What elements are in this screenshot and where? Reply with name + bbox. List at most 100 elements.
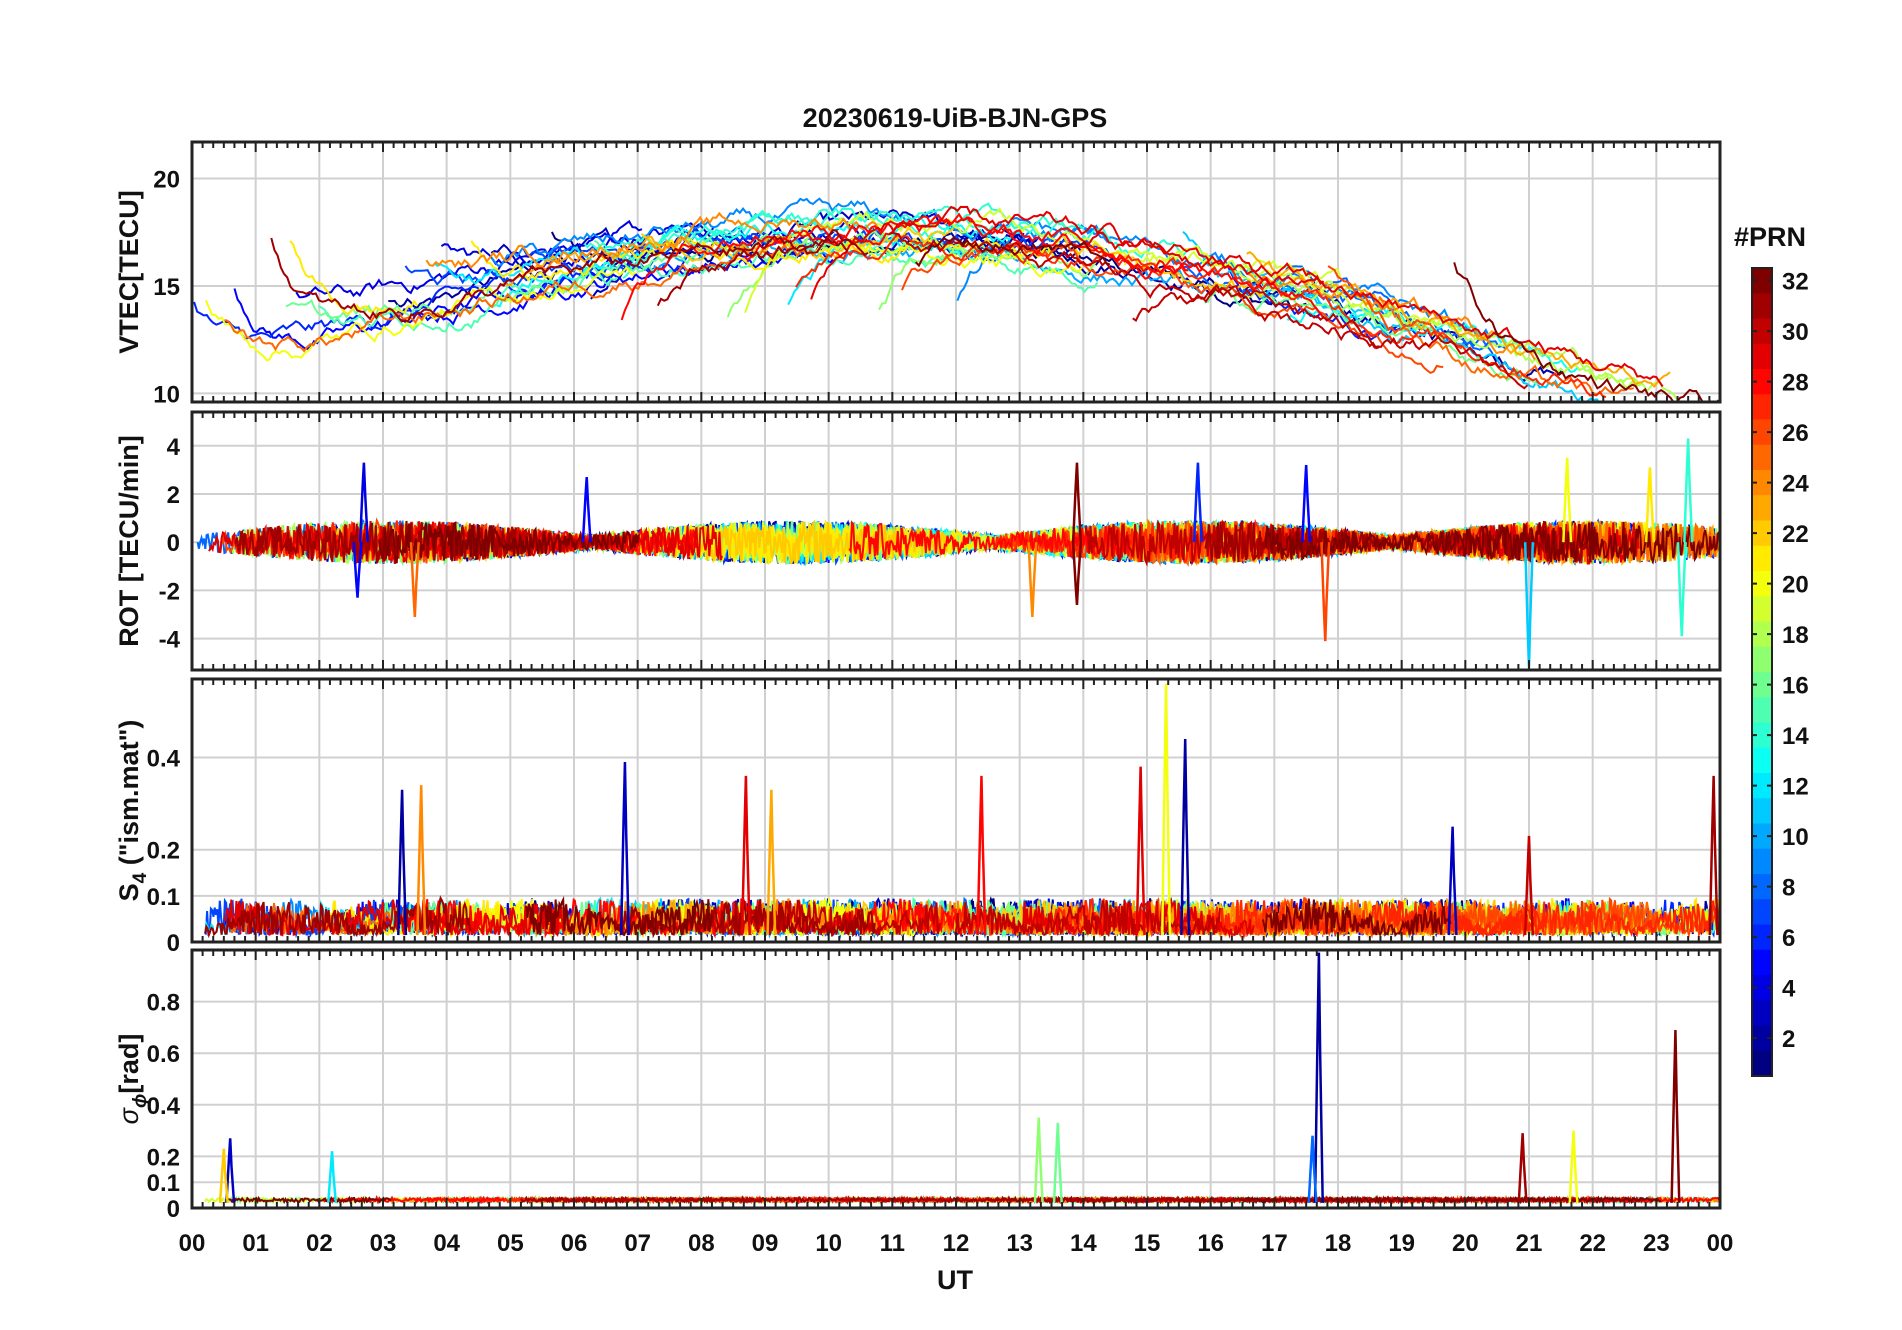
colorbar-segment [1752,545,1772,572]
prn-trace [656,229,869,307]
prn-trace [1262,898,1452,938]
colorbar-tick-label: 6 [1782,925,1795,952]
prn-trace [622,205,1085,280]
prn-trace [501,234,793,287]
prn-trace [810,205,1325,300]
colorbar-segment [1752,1025,1772,1052]
y-tick-label: 4 [167,434,181,461]
prn-trace [1079,231,1664,388]
prn-trace [204,895,472,939]
colorbar-tick-label: 24 [1782,471,1809,498]
panel-2: -4 -2 0 2 4 ROT [TECU/min] [114,410,1722,672]
y-tick-label: 15 [153,274,180,301]
spike-trace [397,789,408,936]
prn-trace [270,234,849,323]
y-tick-label: -4 [159,627,181,654]
x-tick-label: 02 [306,1230,333,1257]
y-tick-label: 0.6 [147,1041,180,1068]
prn-trace [1022,898,1255,939]
colorbar-segment [1752,318,1772,345]
x-tick-label: 00 [179,1230,206,1257]
colorbar-segment [1752,697,1772,723]
spike-trace [1676,542,1687,637]
colorbar-segment [1752,268,1772,294]
panel-frame [190,677,1722,944]
x-tick-label: 03 [370,1230,397,1257]
spike-trace [1320,542,1331,642]
x-tick-label: 01 [242,1230,269,1257]
colorbar-segment [1752,848,1772,875]
colorbar-segment [1752,1000,1772,1026]
colorbar-segment [1752,722,1772,749]
spike-trace [1052,1122,1063,1203]
spike-trace [218,1148,229,1203]
colorbar-tick-label: 16 [1782,673,1809,700]
colorbar-tick-label: 2 [1782,1026,1795,1053]
spike-trace [1135,766,1146,936]
colorbar-tick-label: 8 [1782,875,1795,902]
spike-trace [358,462,369,543]
colorbar-tick-label: 30 [1782,319,1809,346]
spike-trace [1562,457,1573,543]
y-axis-label: σϕ[rad] [114,1034,151,1125]
colorbar-segment [1752,571,1772,597]
prn-trace [795,233,998,288]
y-axis-label: ROT [TECU/min] [114,435,144,646]
x-tick-label: 05 [497,1230,524,1257]
prn-trace [954,899,1221,938]
colorbar-tick-label: 14 [1782,723,1809,750]
colorbar-segment [1752,343,1772,370]
prn-trace [1000,246,1607,399]
x-tick-label: 21 [1516,1230,1543,1257]
x-tick-label: 14 [1070,1230,1097,1257]
figure-title: 20230619-UiB-BJN-GPS [803,103,1108,133]
colorbar-segment [1752,444,1772,471]
colorbar-segment [1752,520,1772,547]
x-tick-label: 13 [1006,1230,1033,1257]
x-tick-label: 08 [688,1230,715,1257]
colorbar-tick-label: 4 [1782,976,1796,1003]
x-tick-label: 06 [561,1230,588,1257]
colorbar-segment [1752,672,1772,698]
prn-trace [848,520,1131,561]
spike-trace [1071,462,1083,543]
prn-trace [470,236,1055,282]
panel-frame [190,410,1722,672]
colorbar-segment [1752,369,1772,395]
x-tick-label: 10 [815,1230,842,1257]
prn-trace [1132,286,1529,390]
prn-trace [640,226,955,263]
spike-trace [1523,835,1535,936]
y-tick-label: 0.1 [147,884,180,911]
y-axis-label: S4 ("ism.mat") [114,720,151,902]
spike-trace [1180,738,1191,936]
x-tick-label: 11 [880,1230,905,1257]
y-tick-label: 0 [167,530,180,557]
x-tick-label: 20 [1452,1230,1479,1257]
spike-trace [225,1138,236,1203]
spike-trace [1033,1117,1044,1203]
colorbar-segment [1752,798,1772,824]
spike-trace [1027,542,1038,618]
colorbar-segment [1752,293,1772,319]
x-axis: 00 01 02 03 04 05 06 07 08 09 10 11 12 13 14 15 16 17 18 19… [179,1230,1734,1257]
colorbar-segment [1752,596,1772,622]
spike-trace [1568,1130,1579,1203]
x-tick-label: 00 [1707,1230,1734,1257]
colorbar-tick-label: 22 [1782,521,1809,548]
colorbar-tick-label: 28 [1782,370,1809,397]
spike-trace [1307,1135,1318,1203]
y-tick-label: 20 [153,167,180,194]
y-tick-label: 0 [167,930,180,957]
prn-trace [1220,896,1720,939]
y-tick-label: 0.2 [147,1144,180,1171]
prn-trace [1264,521,1720,565]
spike-trace [1192,462,1204,543]
prn-trace [956,224,1506,342]
x-tick-label: 15 [1134,1230,1161,1257]
colorbar-segment [1752,747,1772,774]
prn-trace [620,212,1189,321]
traces [204,683,1720,939]
